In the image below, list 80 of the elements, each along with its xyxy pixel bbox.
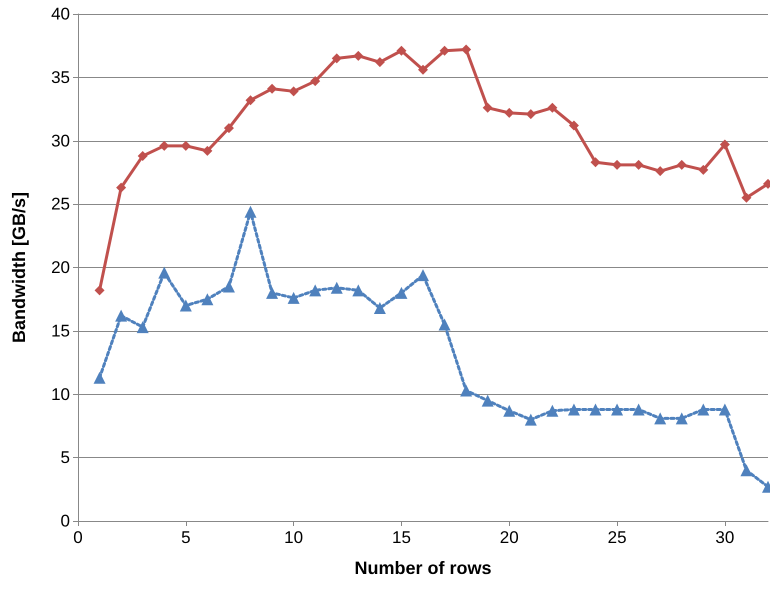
- point: [634, 160, 644, 170]
- point: [697, 403, 710, 416]
- point: [482, 394, 494, 407]
- y-tick-label: 25: [51, 194, 70, 214]
- point: [332, 53, 342, 64]
- point: [224, 123, 234, 134]
- point: [396, 46, 406, 56]
- point: [611, 403, 624, 416]
- y-tick-label: 0: [60, 512, 70, 530]
- point: [180, 300, 192, 312]
- point: [244, 206, 256, 218]
- y-tick-label: 20: [51, 258, 70, 277]
- point: [136, 321, 149, 334]
- point: [546, 404, 558, 417]
- point: [159, 140, 170, 151]
- point: [158, 266, 170, 279]
- y-tick-label: 15: [51, 321, 70, 340]
- point: [353, 50, 364, 61]
- point: [612, 160, 622, 170]
- point: [568, 120, 579, 131]
- point: [309, 284, 322, 296]
- point: [568, 403, 580, 416]
- point: [590, 403, 602, 416]
- point: [94, 372, 106, 384]
- point: [655, 166, 666, 176]
- point: [222, 280, 235, 293]
- point: [676, 160, 687, 170]
- y-axis-title: Bandwidth [GB/s]: [9, 192, 29, 343]
- y-tick-label: 40: [51, 4, 70, 24]
- y-tick-label: 5: [60, 448, 70, 468]
- y-tick-label: 10: [51, 384, 70, 404]
- x-tick-label: 10: [284, 528, 304, 547]
- point: [461, 44, 472, 54]
- point: [740, 464, 752, 476]
- point: [654, 412, 666, 424]
- point: [94, 285, 105, 296]
- point: [201, 293, 214, 306]
- point: [116, 182, 126, 193]
- point: [267, 84, 278, 94]
- point: [440, 46, 450, 56]
- point: [374, 57, 385, 68]
- point: [180, 140, 191, 151]
- point: [504, 108, 514, 118]
- point: [741, 192, 752, 203]
- point: [438, 318, 451, 331]
- x-tick-label: 20: [500, 528, 519, 547]
- point: [720, 140, 730, 150]
- x-tick-label: 5: [181, 528, 191, 547]
- point: [246, 95, 256, 106]
- point: [352, 284, 364, 296]
- point: [676, 412, 688, 424]
- point: [418, 64, 428, 75]
- point: [115, 310, 128, 322]
- point: [202, 146, 212, 156]
- point: [632, 403, 645, 416]
- point: [330, 282, 343, 294]
- point: [310, 76, 320, 86]
- x-tick-label: 0: [73, 528, 83, 547]
- point: [395, 286, 408, 299]
- point: [460, 384, 472, 396]
- point: [526, 109, 536, 120]
- point: [698, 164, 708, 175]
- point: [288, 292, 300, 304]
- point: [503, 404, 516, 417]
- point: [138, 150, 148, 161]
- x-axis-title: Number of rows: [354, 558, 492, 578]
- point: [374, 302, 386, 314]
- point: [482, 102, 493, 113]
- x-tick-label: 25: [608, 528, 627, 547]
- point: [718, 403, 731, 416]
- point: [288, 86, 299, 96]
- point: [417, 269, 429, 282]
- point: [547, 102, 558, 113]
- point: [524, 414, 537, 426]
- point: [266, 286, 278, 299]
- x-tick-label: 15: [392, 528, 411, 547]
- y-tick-label: 30: [51, 131, 70, 150]
- point: [590, 157, 600, 168]
- y-tick-label: 35: [51, 68, 70, 87]
- x-tick-label: 30: [715, 528, 734, 547]
